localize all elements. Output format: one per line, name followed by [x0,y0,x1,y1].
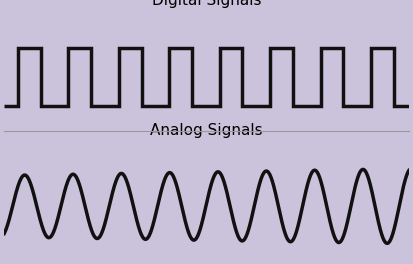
Title: Analog Signals: Analog Signals [150,123,263,138]
Title: Digital Signals: Digital Signals [152,0,261,8]
